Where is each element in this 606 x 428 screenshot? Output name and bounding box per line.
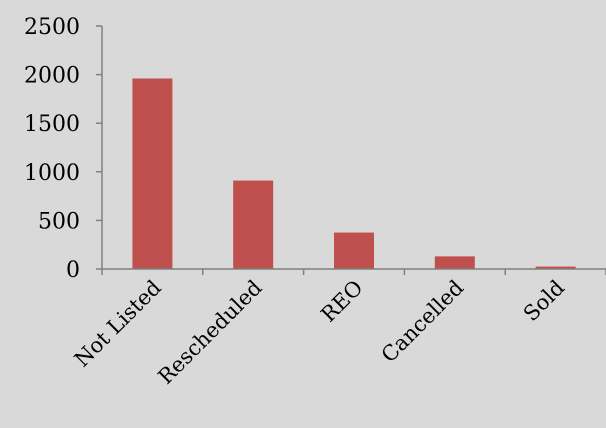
y-tick-label: 0 bbox=[66, 258, 80, 283]
y-tick-label: 1500 bbox=[24, 112, 80, 137]
bar-not-listed bbox=[132, 78, 173, 269]
bars bbox=[132, 78, 576, 269]
x-category-label: REO bbox=[316, 276, 367, 327]
bar-reo bbox=[334, 232, 374, 269]
x-category-label: Cancelled bbox=[377, 276, 469, 368]
y-axis-ticks: 0 500 1000 1500 2000 2500 bbox=[24, 15, 102, 283]
x-axis-ticks bbox=[101, 269, 606, 275]
y-tick-label: 2500 bbox=[24, 15, 80, 40]
bar-sold bbox=[535, 266, 576, 269]
y-tick-label: 500 bbox=[38, 209, 80, 234]
bar-cancelled bbox=[434, 256, 475, 269]
x-category-label: Rescheduled bbox=[153, 276, 266, 389]
bar-rescheduled bbox=[233, 180, 274, 269]
x-category-label: Not Listed bbox=[70, 276, 166, 372]
x-category-label: Sold bbox=[519, 276, 569, 326]
y-tick-label: 1000 bbox=[24, 161, 80, 186]
y-tick-label: 2000 bbox=[24, 64, 80, 89]
